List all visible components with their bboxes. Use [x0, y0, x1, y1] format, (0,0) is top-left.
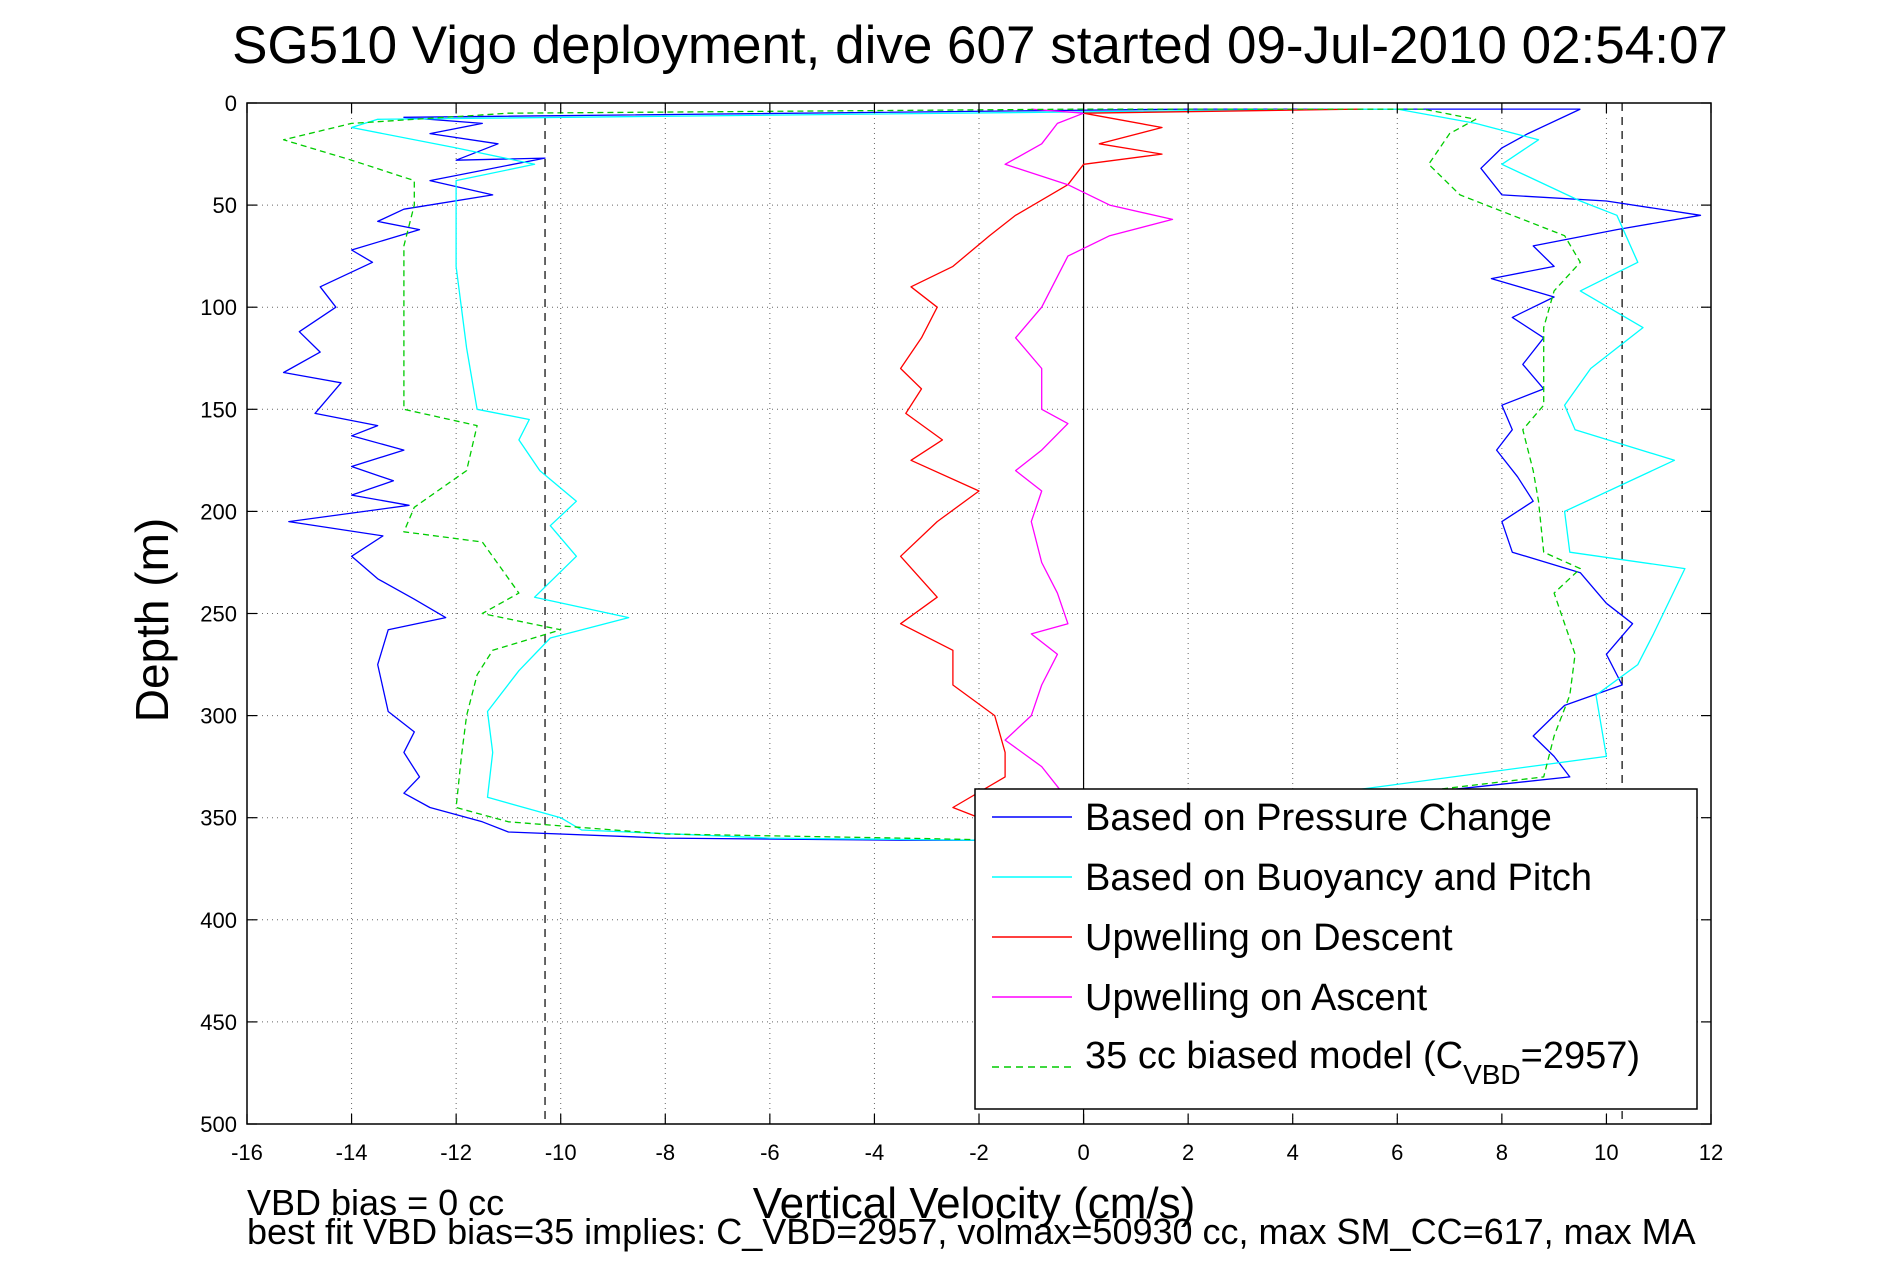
x-tick-label: -14 — [336, 1140, 368, 1165]
series-line-1 — [350, 108, 1346, 841]
footer-line-2: best fit VBD bias=35 implies: C_VBD=2957… — [247, 1211, 1696, 1252]
legend-label: Upwelling on Descent — [1085, 917, 1453, 959]
series-line-0 — [282, 108, 1581, 841]
footer-line-1: VBD bias = 0 cc — [247, 1182, 504, 1223]
y-tick-label: 350 — [200, 806, 237, 831]
y-tick-label: 500 — [200, 1112, 237, 1137]
y-tick-label: 200 — [200, 499, 237, 524]
chart-title: SG510 Vigo deployment, dive 607 started … — [232, 16, 1728, 75]
x-tick-label: 2 — [1182, 1140, 1194, 1165]
x-tick-label: -8 — [656, 1140, 676, 1165]
legend-label: 35 cc biased model (C — [1085, 1035, 1463, 1077]
x-axis-label: Vertical Velocity (cm/s) — [753, 1179, 1196, 1228]
x-tick-label: -12 — [440, 1140, 472, 1165]
legend: Based on Pressure Change Based on Buoyan… — [974, 788, 1698, 1110]
x-tick-label: 6 — [1391, 1140, 1403, 1165]
legend-entry-pressure-change: Based on Pressure Change — [992, 797, 1552, 839]
legend-label: Based on Buoyancy and Pitch — [1085, 857, 1592, 899]
y-tick-label: 450 — [200, 1010, 237, 1035]
x-tick-label: -16 — [231, 1140, 263, 1165]
x-tick-label: 8 — [1496, 1140, 1508, 1165]
x-tick-label: -10 — [545, 1140, 577, 1165]
y-tick-label: 300 — [200, 704, 237, 729]
legend-entry-upwelling-ascent: Upwelling on Ascent — [992, 977, 1428, 1019]
series-line-4 — [1005, 108, 1581, 841]
series-line-3 — [1004, 108, 1174, 839]
series-line-0 — [978, 108, 1702, 841]
x-tick-label: -2 — [969, 1140, 989, 1165]
legend-label-tail: =2957) — [1521, 1035, 1640, 1077]
y-tick-label: 50 — [213, 193, 237, 218]
y-tick-label: 150 — [200, 397, 237, 422]
x-tick-label: 4 — [1287, 1140, 1299, 1165]
series-layer — [282, 108, 1702, 841]
x-tick-label: 10 — [1594, 1140, 1618, 1165]
legend-label: Upwelling on Ascent — [1085, 977, 1428, 1019]
y-tick-label: 400 — [200, 908, 237, 933]
legend-entry-upwelling-descent: Upwelling on Descent — [992, 917, 1453, 959]
x-tick-label: 0 — [1077, 1140, 1089, 1165]
series-line-2 — [899, 108, 1361, 839]
x-tick-label: -4 — [865, 1140, 885, 1165]
x-tick-label: -6 — [760, 1140, 780, 1165]
legend-label: Based on Pressure Change — [1085, 797, 1552, 839]
legend-entry-buoyancy-pitch: Based on Buoyancy and Pitch — [992, 857, 1592, 899]
legend-box — [974, 788, 1698, 1110]
series-line-1 — [978, 108, 1686, 841]
y-tick-label: 250 — [200, 602, 237, 627]
y-tick-label: 100 — [200, 295, 237, 320]
legend-entry-biased-model: 35 cc biased model (CVBD=2957) — [992, 1035, 1640, 1090]
legend-label-subscript: VBD — [1463, 1059, 1521, 1090]
y-tick-label: 0 — [225, 91, 237, 116]
axis-ticks: -16 -14 -12 -10 -8 -6 -4 -2 0 2 4 6 8 10 12 0 50 100 150 20… — [200, 91, 1723, 1165]
legend-label-biased-model: 35 cc biased model (CVBD=2957) — [1085, 1035, 1640, 1090]
series-line-4 — [282, 108, 1424, 841]
y-axis-label: Depth (m) — [126, 518, 178, 722]
x-tick-label: 12 — [1699, 1140, 1723, 1165]
